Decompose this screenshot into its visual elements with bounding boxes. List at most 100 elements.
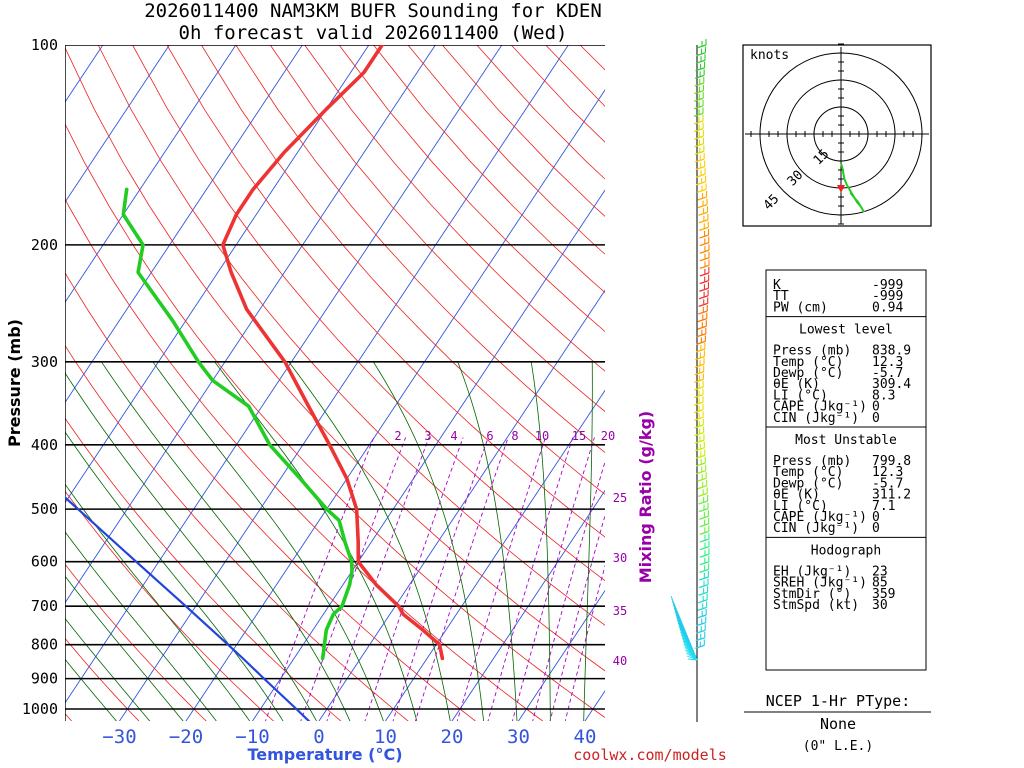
pressure-tick-label: 800 [31, 636, 58, 654]
wind-barb [698, 578, 709, 589]
mixing-ratio-line [392, 437, 489, 721]
wind-barb [695, 441, 705, 452]
wind-barb [699, 259, 710, 270]
pressure-tick-label: 700 [31, 597, 58, 615]
pressure-tick-label: 300 [31, 353, 58, 371]
wind-barb [699, 236, 710, 247]
wind-barb [698, 206, 709, 216]
wind-barb [699, 525, 710, 536]
most-unstable-value: 799.8 [872, 454, 911, 469]
pressure-tick-label: 500 [31, 500, 58, 518]
y-axis-title: Pressure (mb) [5, 319, 24, 447]
wind-barb [699, 274, 710, 285]
most-unstable-label: Dewp (°C) [773, 476, 843, 491]
wind-barb [694, 426, 705, 437]
isotherm-line [318, 289, 605, 721]
wind-barb [687, 658, 698, 661]
general-index-label: PW (cm) [773, 300, 828, 315]
most-unstable-value: 0 [872, 510, 880, 525]
temperature-profile [221, 45, 445, 661]
mixing-ratio-tick-label: 10 [535, 429, 549, 443]
hodograph-index-value: 359 [872, 587, 895, 602]
wind-barb [693, 411, 704, 422]
most-unstable-value: 12.3 [872, 465, 903, 480]
lowest-level-header: Lowest level [799, 323, 893, 338]
isotherm-line [65, 45, 170, 203]
dry-adiabat-line [65, 490, 275, 721]
temperature-tick-label: −20 [169, 726, 203, 748]
dry-adiabat-line [201, 45, 605, 495]
moist-adiabat-line [65, 372, 317, 721]
wind-barb [698, 495, 709, 505]
wind-barb [694, 92, 704, 102]
dry-adiabat-line [65, 344, 409, 721]
mixing-ratio-line [456, 437, 546, 721]
wind-barb [695, 54, 706, 64]
mixing-ratio-tick-label: 6 [486, 429, 493, 443]
most-unstable-value: -5.7 [872, 476, 903, 491]
hodograph-index-label: StmSpd (kt) [773, 598, 859, 613]
wind-barb [694, 419, 704, 429]
dry-adiabat-line [65, 417, 342, 721]
wind-barb [697, 601, 708, 612]
moist-adiabat-line [65, 483, 251, 721]
wind-barb-column [670, 39, 710, 722]
wind-barb [699, 517, 710, 528]
x-axis-title: Temperature (°C) [247, 745, 402, 764]
wind-barb [698, 586, 709, 596]
wind-barb [699, 510, 709, 520]
dry-adiabat-line [65, 271, 477, 721]
temperature-tick-label: 30 [507, 726, 530, 748]
temperature-tick-label: −10 [235, 726, 269, 748]
wind-barb [698, 213, 709, 224]
dry-adiabat-line [65, 198, 544, 721]
lowest-level-value: 0 [872, 400, 880, 415]
wind-barb [699, 548, 710, 558]
wind-barb [699, 571, 709, 581]
isotherm-line [65, 45, 503, 704]
background-lines [65, 45, 605, 721]
wind-barb [695, 350, 705, 361]
mixing-ratio-tick-label: 30 [613, 551, 627, 565]
mixing-ratio-title: Mixing Ratio (g/kg) [636, 411, 655, 583]
wind-barb [697, 312, 708, 323]
temperature-tick-label: 20 [441, 726, 464, 748]
most-unstable-value: 0 [872, 521, 880, 536]
general-index-value: -999 [872, 278, 903, 293]
wind-barb [699, 282, 709, 292]
lowest-level-label: Temp (°C) [773, 355, 843, 370]
most-unstable-label: Temp (°C) [773, 465, 843, 480]
lowest-level-value: 12.3 [872, 355, 903, 370]
pressure-tick-labels: 100 200 300 400 500 600 700 800 900 1000 [22, 36, 58, 718]
mixing-ratio-line [511, 437, 595, 721]
wind-barb [696, 183, 707, 194]
wind-barb [694, 358, 705, 368]
dry-adiabat-line [166, 45, 605, 538]
wind-barb [695, 343, 706, 353]
wind-barb [693, 107, 704, 118]
chart-title: 2026011400 NAM3KM BUFR Sounding for KDEN [144, 0, 602, 22]
wind-barb [697, 487, 708, 498]
wind-barb [693, 99, 704, 110]
wind-barb [696, 335, 706, 346]
temperature-tick-label: 40 [574, 726, 597, 748]
mixing-ratio-line [487, 437, 574, 721]
wind-barb [697, 320, 707, 330]
wind-barb [696, 175, 707, 186]
dry-adiabat-line [338, 45, 605, 333]
wind-barb [697, 593, 708, 604]
wind-barb [697, 479, 708, 490]
lowest-level-value: 838.9 [872, 344, 911, 359]
wind-barb [695, 61, 706, 72]
most-unstable-label: LI (°C) [773, 499, 828, 514]
most-unstable-label: CAPE (Jkg⁻¹) [773, 510, 867, 525]
hodograph-index-value: 23 [872, 564, 888, 579]
mixing-ratio-tick-label: 20 [601, 429, 615, 443]
moist-adiabat-line [288, 361, 451, 721]
mixing-ratio-line [532, 460, 605, 721]
wind-barb [696, 327, 707, 338]
moist-adiabat-line [214, 361, 418, 721]
pressure-tick-label: 100 [31, 36, 58, 54]
dry-adiabat-line [65, 637, 140, 721]
